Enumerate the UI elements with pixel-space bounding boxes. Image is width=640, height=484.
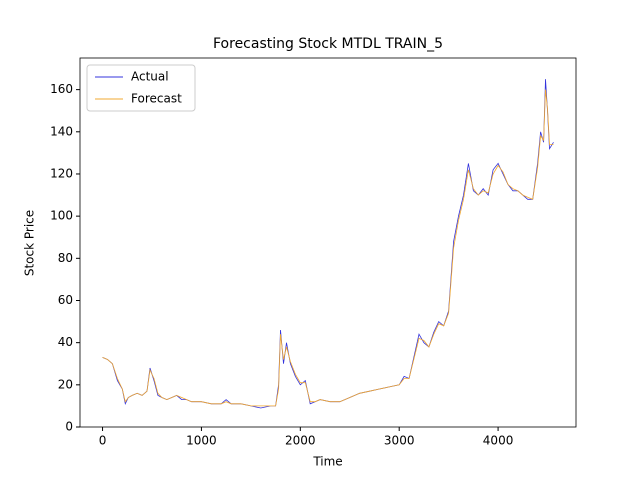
y-tick-label: 140 [50,124,73,138]
y-axis-label: Stock Price [23,210,37,276]
x-axis-label: Time [312,455,342,469]
legend-label: Actual [131,70,169,84]
x-tick-label: 3000 [384,434,415,448]
x-tick-label: 1000 [186,434,217,448]
x-tick-label: 2000 [285,434,316,448]
plot-frame [79,57,577,428]
y-tick-label: 20 [58,377,73,391]
x-tick-label: 4000 [483,434,514,448]
y-tick-label: 40 [58,335,73,349]
x-tick-label: 0 [99,434,107,448]
y-tick-label: 80 [58,251,73,265]
y-tick-label: 60 [58,293,73,307]
y-tick-label: 100 [50,209,73,223]
data-line [102,89,554,407]
legend-label: Forecast [131,92,182,106]
y-tick-label: 120 [50,166,73,180]
y-tick-label: 0 [65,420,73,434]
chart-title: Forecasting Stock MTDL TRAIN_5 [213,36,443,52]
y-tick-label: 160 [50,82,73,96]
